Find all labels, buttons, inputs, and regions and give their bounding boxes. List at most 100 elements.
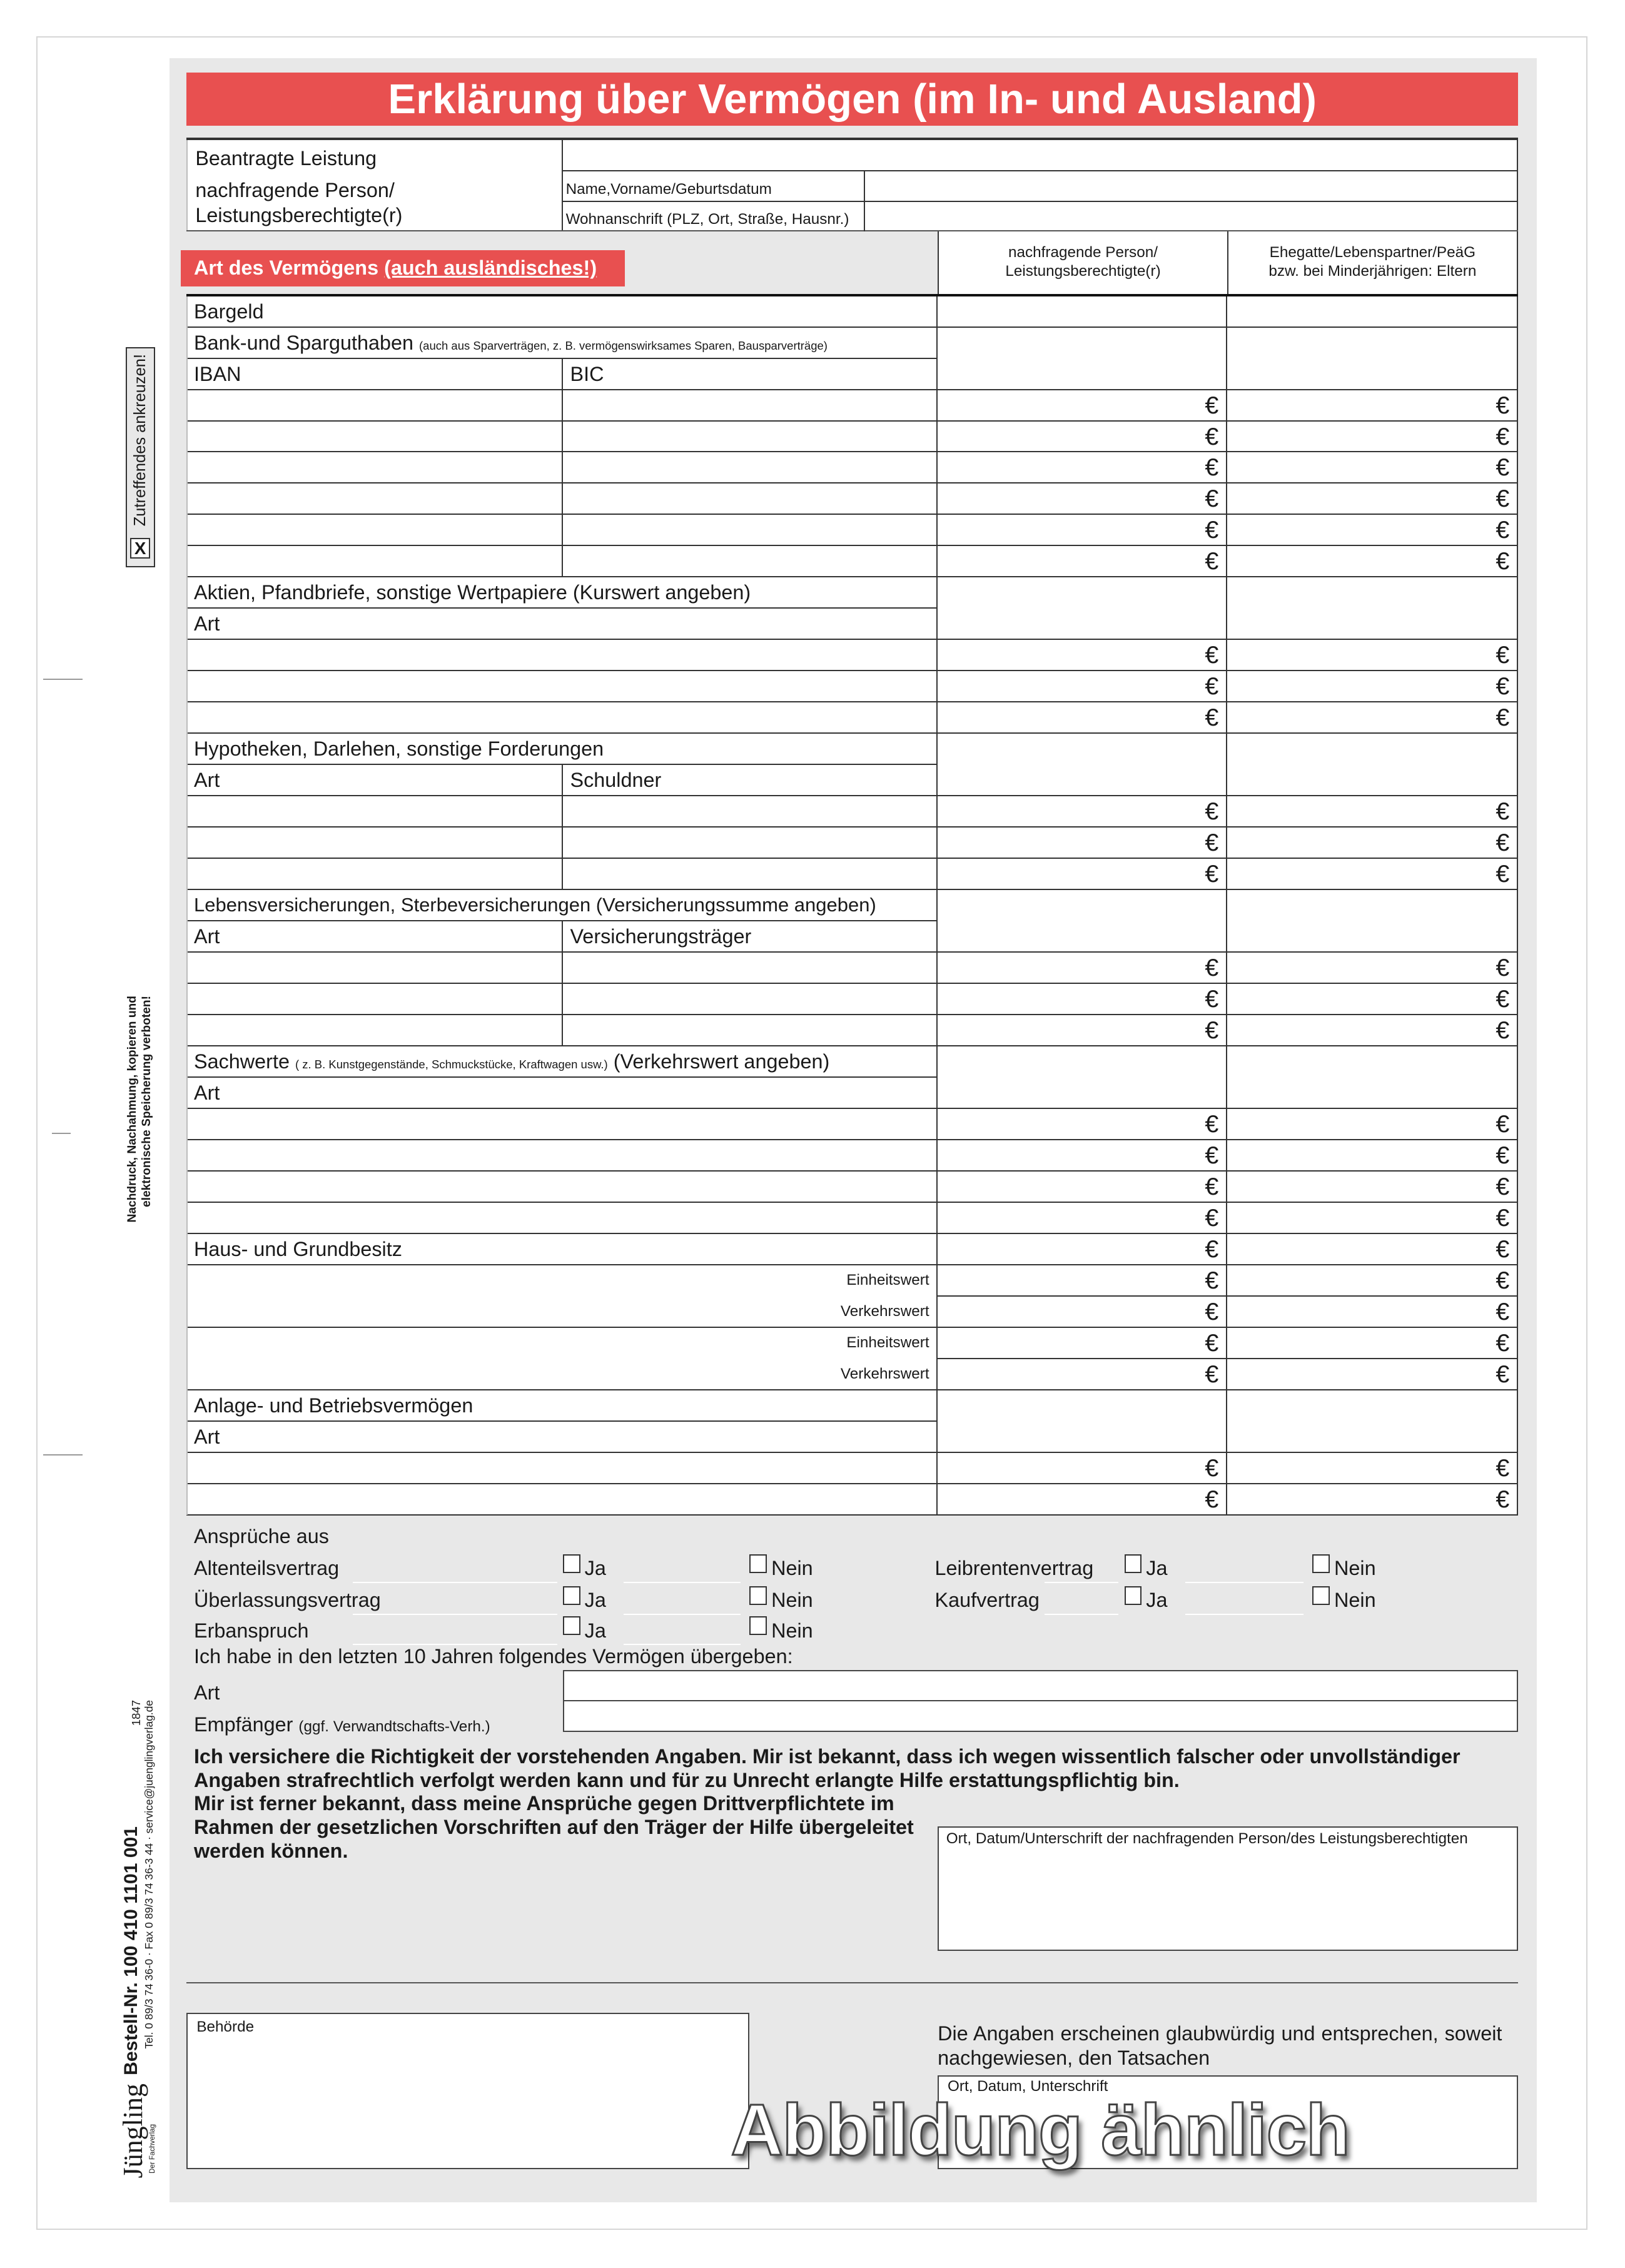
text-field[interactable]	[562, 859, 938, 891]
checkbox-yes[interactable]	[1124, 1554, 1142, 1573]
amount-field-applicant[interactable]: €	[938, 1233, 1227, 1265]
amount-field-spouse[interactable]: €	[1227, 421, 1518, 453]
amount-field-spouse[interactable]: €	[1227, 515, 1518, 547]
text-field[interactable]	[562, 421, 938, 453]
text-field[interactable]	[562, 1015, 938, 1046]
checkbox-no[interactable]	[749, 1586, 767, 1605]
amount-field-applicant[interactable]: €	[938, 1484, 1227, 1516]
amount-field-applicant[interactable]: €	[938, 452, 1227, 484]
checkbox-no[interactable]	[1312, 1586, 1330, 1605]
amount-field-applicant[interactable]: €	[938, 702, 1227, 734]
amount-field-spouse[interactable]: €	[1227, 859, 1518, 891]
amount-field-spouse[interactable]: €	[1227, 390, 1518, 422]
amount-field-applicant[interactable]: €	[938, 1327, 1227, 1359]
amount-field-applicant[interactable]: €	[938, 546, 1227, 578]
amount-field-applicant[interactable]: €	[938, 390, 1227, 422]
amount-field-spouse[interactable]: €	[1227, 1171, 1518, 1203]
text-field[interactable]	[186, 859, 563, 891]
amount-field-spouse[interactable]: €	[1227, 1452, 1518, 1484]
text-field[interactable]	[562, 390, 938, 422]
authority-field[interactable]: Behörde	[186, 2013, 750, 2169]
text-field[interactable]	[186, 640, 938, 672]
text-field[interactable]	[186, 483, 563, 515]
amount-field-spouse[interactable]: €	[1227, 1108, 1518, 1140]
text-field[interactable]	[186, 796, 563, 828]
amount-field-applicant[interactable]: €	[938, 828, 1227, 859]
text-field[interactable]	[186, 1202, 938, 1234]
amount-field-applicant[interactable]: €	[938, 1296, 1227, 1328]
amount-field-applicant[interactable]: €	[938, 515, 1227, 547]
checkbox-no[interactable]	[749, 1616, 767, 1636]
amount-field-applicant[interactable]: €	[938, 421, 1227, 453]
amount-field-applicant[interactable]: €	[938, 984, 1227, 1015]
checkbox-yes[interactable]	[562, 1586, 580, 1605]
transfer-recipient-field[interactable]	[562, 1700, 1518, 1733]
text-field[interactable]	[562, 984, 938, 1015]
amount-field-spouse[interactable]: €	[1227, 984, 1518, 1015]
amount-field-applicant[interactable]: €	[938, 1452, 1227, 1484]
name-field[interactable]	[865, 172, 1516, 201]
text-field[interactable]	[186, 421, 563, 453]
text-field[interactable]	[562, 515, 938, 547]
checkbox-no[interactable]	[749, 1554, 767, 1573]
text-field[interactable]	[186, 1108, 938, 1140]
text-field[interactable]	[186, 1171, 938, 1203]
amount-field-applicant[interactable]: €	[938, 1171, 1227, 1203]
amount-field-spouse[interactable]: €	[1227, 452, 1518, 484]
amount-field-spouse[interactable]: €	[1227, 1233, 1518, 1265]
text-field[interactable]	[186, 515, 563, 547]
authority-signature-field[interactable]: Ort, Datum, Unterschrift	[938, 2075, 1518, 2169]
amount-field-spouse[interactable]: €	[1227, 796, 1518, 828]
text-field[interactable]	[186, 984, 563, 1015]
text-field[interactable]	[186, 1140, 938, 1172]
applicant-signature-field[interactable]: Ort, Datum/Unterschrift der nachfragende…	[938, 1826, 1518, 1951]
text-field[interactable]	[186, 1452, 938, 1484]
amount-field-applicant[interactable]: €	[938, 483, 1227, 515]
text-field[interactable]	[562, 828, 938, 859]
text-field[interactable]	[186, 828, 563, 859]
amount-field-spouse[interactable]: €	[1227, 1202, 1518, 1234]
text-field[interactable]	[186, 452, 563, 484]
amount-field-spouse[interactable]: €	[1227, 546, 1518, 578]
address-field[interactable]	[865, 202, 1516, 231]
amount-field-spouse[interactable]: €	[1227, 1296, 1518, 1328]
amount-field-spouse[interactable]: €	[1227, 702, 1518, 734]
amount-field-applicant[interactable]: €	[938, 1265, 1227, 1297]
checkbox-yes[interactable]	[562, 1554, 580, 1573]
amount-field-spouse[interactable]: €	[1227, 953, 1518, 984]
amount-field-applicant[interactable]: €	[938, 859, 1227, 891]
amount-field-spouse[interactable]: €	[1227, 1015, 1518, 1046]
amount-field-spouse[interactable]: €	[1227, 1140, 1518, 1172]
amount-field-applicant[interactable]: €	[938, 1202, 1227, 1234]
amount-field-applicant[interactable]: €	[938, 640, 1227, 672]
amount-field-spouse[interactable]: €	[1227, 640, 1518, 672]
checkbox-yes[interactable]	[1124, 1586, 1142, 1605]
amount-field-applicant[interactable]: €	[938, 953, 1227, 984]
transfer-art-field[interactable]	[562, 1669, 1518, 1702]
amount-field-spouse[interactable]: €	[1227, 483, 1518, 515]
text-field[interactable]	[562, 796, 938, 828]
amount-field-applicant[interactable]: €	[938, 1108, 1227, 1140]
amount-field-spouse[interactable]: €	[1227, 671, 1518, 703]
text-field[interactable]	[186, 546, 563, 578]
text-field[interactable]	[186, 702, 938, 734]
text-field[interactable]	[186, 953, 563, 984]
amount-field-applicant[interactable]: €	[938, 671, 1227, 703]
text-field[interactable]	[186, 1015, 563, 1046]
amount-field-spouse[interactable]: €	[1227, 828, 1518, 859]
text-field[interactable]	[186, 390, 563, 422]
amount-field-applicant[interactable]: €	[938, 796, 1227, 828]
amount-field-spouse[interactable]: €	[1227, 1327, 1518, 1359]
amount-field-applicant[interactable]: €	[938, 1015, 1227, 1046]
amount-field-spouse[interactable]: €	[1227, 1484, 1518, 1516]
amount-field-applicant[interactable]: €	[938, 1140, 1227, 1172]
amount-field-spouse[interactable]: €	[1227, 1265, 1518, 1297]
checkbox-no[interactable]	[1312, 1554, 1330, 1573]
text-field[interactable]	[562, 546, 938, 578]
text-field[interactable]	[562, 452, 938, 484]
amount-field-applicant[interactable]: €	[938, 1359, 1227, 1390]
text-field[interactable]	[186, 671, 938, 703]
amount-field-spouse[interactable]: €	[1227, 1359, 1518, 1390]
text-field[interactable]	[562, 953, 938, 984]
checkbox-yes[interactable]	[562, 1616, 580, 1636]
